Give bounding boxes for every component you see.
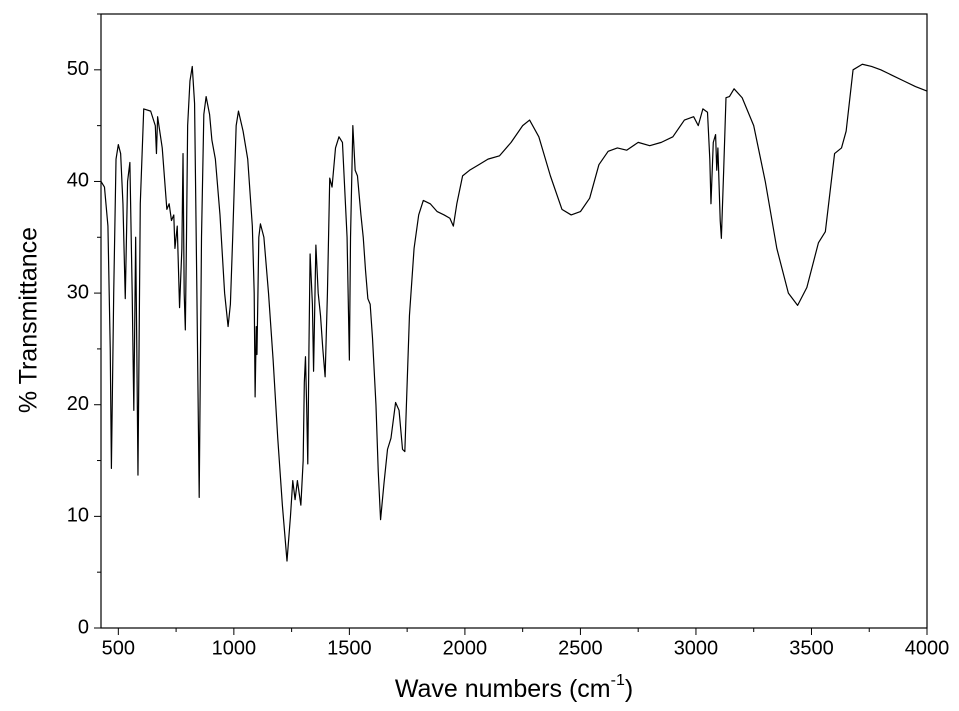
- y-axis-title: % Transmittance: [15, 227, 43, 413]
- y-tick-label: 10: [67, 505, 89, 527]
- x-tick-label: 1000: [212, 637, 257, 659]
- y-tick-label: 0: [78, 616, 89, 638]
- y-tick-label: 50: [67, 58, 89, 80]
- y-tick-label: 40: [67, 170, 89, 192]
- x-tick-label: 4000: [905, 637, 950, 659]
- x-title-main: Wave numbers (cm: [395, 675, 611, 703]
- x-title-end: ): [625, 675, 633, 703]
- x-tick-label: 500: [102, 637, 135, 659]
- x-tick-label: 2000: [443, 637, 488, 659]
- x-tick-label: 3000: [674, 637, 719, 659]
- x-tick-label: 1500: [327, 637, 372, 659]
- x-axis-title: Wave numbers (cm-1): [395, 672, 633, 702]
- x-title-sup: -1: [611, 672, 625, 689]
- y-tick-label: 20: [67, 393, 89, 415]
- y-tick-label: 30: [67, 281, 89, 303]
- spectrum-line: [100, 63, 928, 562]
- x-tick-label: 3500: [789, 637, 834, 659]
- x-tick-label: 2500: [558, 637, 603, 659]
- plot-frame: [100, 13, 928, 629]
